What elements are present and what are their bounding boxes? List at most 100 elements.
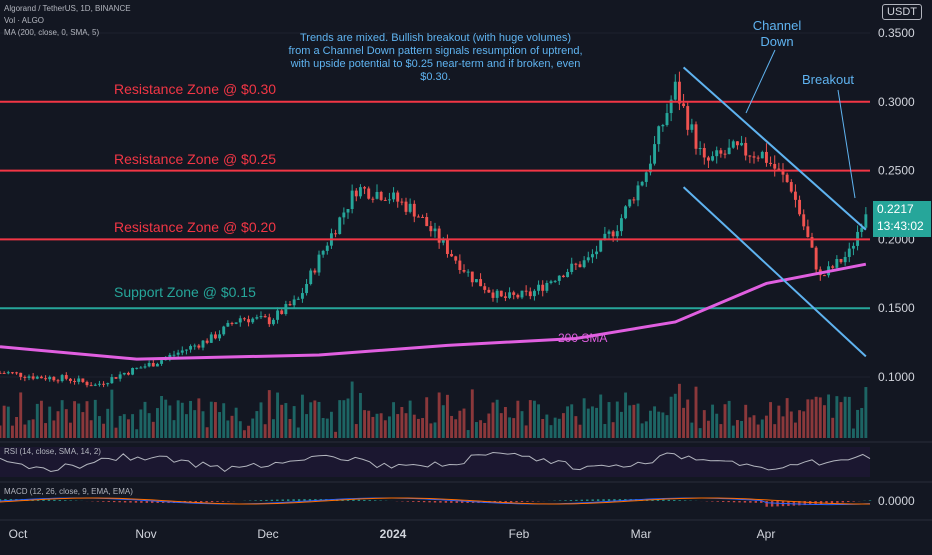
volume-bar [189, 401, 192, 438]
last-price-value: 0.2217 [877, 201, 931, 218]
macd-histogram-bar [727, 501, 729, 502]
candle-body [707, 157, 710, 160]
currency-badge[interactable]: USDT [882, 4, 922, 20]
candle-body [115, 377, 118, 379]
volume-bar [255, 411, 258, 438]
volume-bar [715, 414, 718, 438]
volume-bar [537, 404, 540, 438]
currency-label: USDT [887, 6, 917, 18]
volume-bar [86, 401, 89, 438]
volume-bar [450, 416, 453, 438]
volume-bar [616, 402, 619, 438]
volume-bar [400, 407, 403, 438]
candle-body [587, 257, 590, 260]
candle-body [81, 378, 84, 381]
macd-histogram-bar [445, 501, 447, 503]
volume-bar [595, 408, 598, 438]
macd-histogram-bar [211, 501, 213, 502]
macd-histogram-bar [64, 500, 66, 501]
volume-bar [566, 406, 569, 438]
volume-bar [276, 393, 279, 438]
candle-body [666, 113, 669, 125]
volume-bar [185, 414, 188, 438]
candle-body [57, 380, 60, 381]
last-price-tag: 0.2217 13:43:02 [873, 201, 931, 237]
volume-bar [711, 405, 714, 438]
macd-histogram-bar [146, 501, 148, 503]
candle-body [239, 318, 242, 322]
volume-bar [239, 421, 242, 438]
candle-body [400, 202, 403, 203]
volume-bar [181, 403, 184, 438]
volume-bar [119, 416, 122, 438]
volume-bar [197, 398, 200, 438]
candle-body [210, 334, 213, 342]
candle-body [193, 346, 196, 347]
candle-body [131, 368, 134, 375]
y-tick-label: 0.3500 [878, 26, 915, 40]
volume-bar [612, 422, 615, 438]
macd-histogram-bar [118, 501, 120, 502]
volume-bar [529, 400, 532, 438]
candle-body [36, 377, 39, 379]
macd-histogram-bar [559, 500, 561, 501]
volume-bar [235, 408, 238, 438]
volume-bar [396, 414, 399, 438]
candle-body [529, 291, 532, 296]
candle-body [525, 291, 528, 292]
channel-lower-line [684, 187, 866, 356]
candle-body [102, 384, 105, 385]
macd-histogram-bar [744, 501, 746, 503]
candle-body [753, 156, 756, 157]
candle-body [65, 375, 68, 379]
channel-down-label: Channel Down [752, 18, 802, 50]
volume-bar [19, 392, 22, 438]
candle-body [177, 353, 180, 355]
candle-body [73, 381, 76, 382]
symbol-legend: Algorand / TetherUS, 1D, BINANCE [4, 4, 131, 13]
candle-body [7, 372, 10, 373]
volume-bar [724, 404, 727, 438]
candle-body [421, 217, 424, 218]
volume-bar [52, 420, 55, 438]
candle-body [500, 291, 503, 297]
volume-bar [251, 419, 254, 438]
macd-histogram-bar [602, 499, 604, 501]
resistance-zone-030-label: Resistance Zone @ $0.30 [114, 81, 276, 97]
candle-body [790, 182, 793, 192]
volume-bar [666, 415, 669, 438]
volume-bar [318, 402, 321, 438]
candle-body [612, 231, 615, 236]
volume-bar [110, 390, 113, 438]
volume-bar [326, 419, 329, 438]
volume-bar [301, 395, 304, 438]
macd-histogram-bar [722, 501, 724, 502]
ma-legend: MA (200, close, 0, SMA, 5) [4, 28, 99, 37]
candle-body [835, 259, 838, 268]
macd-histogram-bar [749, 501, 751, 503]
macd-histogram-bar [521, 501, 523, 502]
volume-bar [695, 387, 698, 438]
volume-bar [226, 420, 229, 438]
macd-histogram-bar [282, 499, 284, 501]
macd-histogram-bar [205, 501, 207, 502]
macd-histogram-bar [298, 499, 300, 501]
candle-body [272, 320, 275, 324]
volume-bar [661, 412, 664, 438]
candle-body [106, 383, 109, 384]
volume-bar [504, 407, 507, 438]
volume-bar [81, 412, 84, 438]
volume-bar [284, 403, 287, 438]
candle-body [0, 373, 1, 374]
volume-bar [421, 418, 424, 438]
macd-histogram-bar [140, 501, 142, 503]
macd-histogram-bar [423, 501, 425, 502]
volume-bar [202, 411, 205, 438]
volume-bar [7, 407, 10, 438]
candle-body [139, 368, 142, 369]
candle-body [653, 144, 656, 164]
volume-bar [247, 426, 250, 438]
volume-bar [106, 409, 109, 438]
macd-histogram-bar [847, 501, 849, 502]
volume-bar [802, 411, 805, 438]
